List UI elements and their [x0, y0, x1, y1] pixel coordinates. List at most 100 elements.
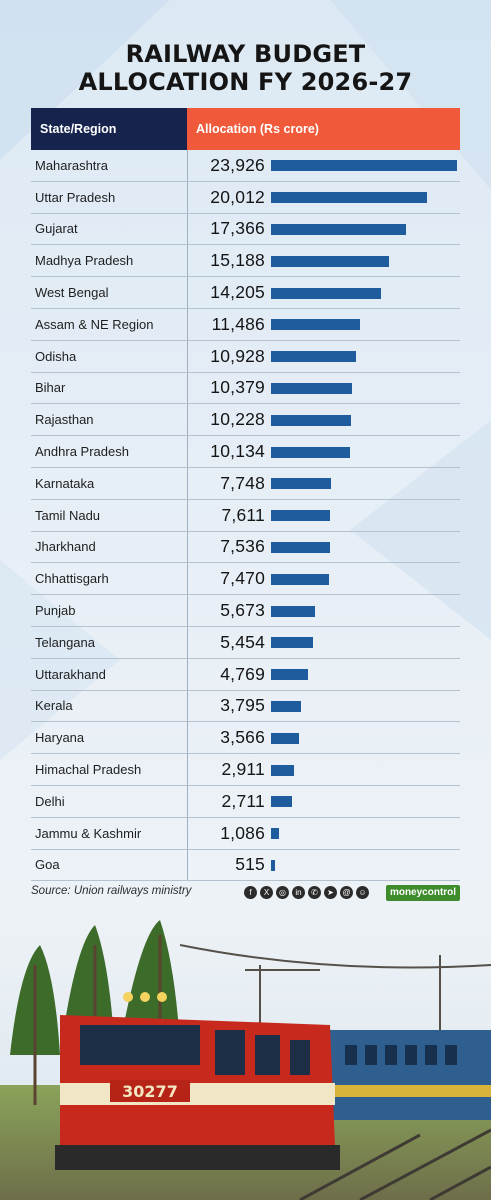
allocation-bar: [271, 796, 293, 808]
allocation-bar: [271, 478, 332, 490]
column-divider: [187, 849, 188, 881]
column-divider: [187, 340, 188, 372]
allocation-value: 7,536: [220, 536, 265, 557]
allocation-value: 4,769: [220, 663, 265, 684]
allocation-value: 17,366: [210, 218, 265, 239]
allocation-value: 7,748: [220, 472, 265, 493]
allocation-bar: [271, 414, 351, 426]
allocation-table: Maharashtra 23,926 Uttar Pradesh 20,012 Guja…: [31, 150, 460, 882]
x-icon: X: [260, 886, 273, 899]
allocation-value: 7,470: [220, 568, 265, 589]
allocation-bar: [271, 446, 350, 458]
column-divider: [187, 467, 188, 499]
table-row: Andhra Pradesh 10,134: [31, 436, 460, 468]
whatsapp-icon: ✆: [308, 886, 321, 899]
table-header: State/Region Allocation (Rs crore): [31, 108, 460, 150]
allocation-bar: [271, 160, 457, 172]
column-divider: [187, 626, 188, 658]
column-divider: [187, 308, 188, 340]
allocation-value: 14,205: [210, 282, 265, 303]
allocation-value: 11,486: [211, 313, 265, 334]
table-row: Telangana 5,454: [31, 626, 460, 659]
state-name: Odisha: [35, 348, 77, 364]
table-row: Odisha 10,928: [31, 340, 460, 373]
allocation-value: 3,795: [220, 695, 265, 716]
state-name: Telangana: [35, 634, 95, 650]
allocation-value: 10,379: [210, 377, 265, 398]
table-row: West Bengal 14,205: [31, 277, 460, 309]
column-divider: [187, 499, 188, 531]
column-divider: [187, 595, 188, 626]
allocation-bar: [271, 541, 330, 553]
column-divider: [187, 277, 188, 308]
linkedin-icon: in: [292, 886, 305, 899]
social-icons: f X ◎ in ✆ ➤ @ ☺: [244, 886, 369, 899]
allocation-bar: [271, 637, 314, 649]
column-divider: [187, 785, 188, 817]
allocation-bar: [271, 351, 356, 363]
table-row: Jharkhand 7,536: [31, 531, 460, 564]
table-row: Himachal Pradesh 2,911: [31, 754, 460, 786]
title-line-1: RAILWAY BUDGET: [125, 40, 366, 68]
state-name: Uttarakhand: [35, 666, 106, 682]
allocation-bar: [271, 605, 316, 617]
state-name: West Bengal: [35, 285, 109, 301]
allocation-value: 10,928: [210, 345, 265, 366]
state-name: Tamil Nadu: [35, 507, 101, 523]
table-row: Madhya Pradesh 15,188: [31, 245, 460, 278]
table-row: Maharashtra 23,926: [31, 150, 460, 182]
state-name: Himachal Pradesh: [35, 762, 142, 778]
table-row: Tamil Nadu 7,611: [31, 499, 460, 532]
table-row: Chhattisgarh 7,470: [31, 563, 460, 596]
allocation-value: 515: [235, 854, 265, 875]
state-name: Haryana: [35, 730, 85, 746]
table-row: Uttarakhand 4,769: [31, 658, 460, 691]
column-divider: [187, 563, 188, 595]
table-row: Assam & NE Region 11,486: [31, 308, 460, 341]
allocation-value: 2,711: [221, 790, 265, 811]
source-note: Source: Union railways ministry: [31, 885, 192, 897]
chart-title: RAILWAY BUDGET ALLOCATION FY 2026-27: [0, 40, 491, 96]
allocation-bar: [271, 192, 427, 204]
column-divider: [187, 690, 188, 722]
table-row: Goa 515: [31, 849, 460, 882]
table-row: Karnataka 7,748: [31, 467, 460, 500]
allocation-bar: [271, 382, 352, 394]
allocation-bar: [271, 732, 299, 744]
moneycontrol-logo: moneycontrol: [386, 885, 460, 901]
table-row: Uttar Pradesh 20,012: [31, 181, 460, 214]
state-name: Punjab: [35, 603, 76, 619]
table-row: Punjab 5,673: [31, 595, 460, 627]
allocation-value: 5,454: [220, 631, 265, 652]
state-name: Assam & NE Region: [35, 316, 154, 332]
column-divider: [187, 817, 188, 849]
header-state-region: State/Region: [31, 108, 187, 150]
state-name: Chhattisgarh: [35, 571, 109, 587]
state-name: Jharkhand: [35, 539, 96, 555]
table-row: Gujarat 17,366: [31, 213, 460, 246]
state-name: Goa: [35, 857, 60, 873]
state-name: Bihar: [35, 380, 66, 396]
allocation-bar: [271, 287, 382, 299]
allocation-value: 10,228: [210, 409, 265, 430]
allocation-bar: [271, 573, 330, 585]
state-name: Maharashtra: [35, 157, 108, 173]
table-row: Delhi 2,711: [31, 785, 460, 818]
allocation-value: 3,566: [220, 727, 265, 748]
allocation-bar: [271, 669, 309, 681]
locomotive-number: 30277: [122, 1082, 178, 1101]
column-divider: [187, 658, 188, 690]
allocation-value: 7,611: [221, 504, 265, 525]
allocation-bar: [271, 828, 280, 840]
allocation-value: 10,134: [210, 441, 265, 462]
state-name: Jammu & Kashmir: [35, 825, 142, 841]
allocation-value: 1,086: [220, 822, 265, 843]
allocation-bar: [271, 319, 361, 331]
table-row: Kerala 3,795: [31, 690, 460, 723]
telegram-icon: ➤: [324, 886, 337, 899]
header-allocation: Allocation (Rs crore): [187, 108, 460, 150]
state-name: Madhya Pradesh: [35, 253, 134, 269]
column-divider: [187, 754, 188, 785]
column-divider: [187, 245, 188, 277]
column-divider: [187, 531, 188, 563]
